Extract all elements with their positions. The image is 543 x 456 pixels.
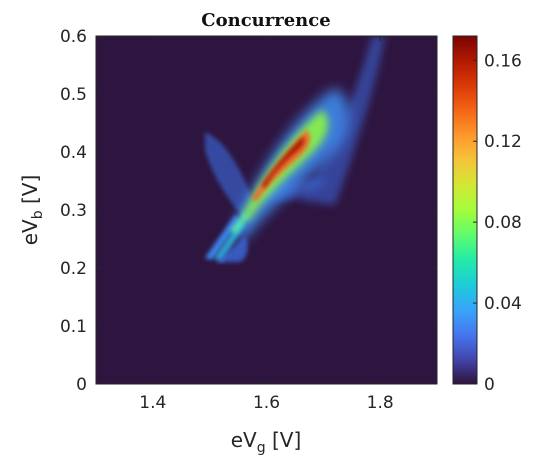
colorbar-tick-label: 0.08 [484, 213, 522, 233]
lower-foot [215, 235, 248, 262]
crossing-point [230, 212, 250, 234]
x-axis-label-unit: [V] [266, 428, 302, 452]
x-tick-label: 1.6 [253, 393, 280, 413]
y-axis-label-base: eV [18, 219, 42, 245]
x-axis-label-sub: g [257, 440, 266, 456]
y-tick-label: 0.5 [60, 85, 87, 105]
y-axis-label-sub: b [30, 210, 46, 219]
y-tick-label: 0.3 [60, 201, 87, 221]
x-axis-label-base: eV [231, 428, 257, 452]
chart-title: Concurrence [201, 10, 330, 31]
colorbar-tick-label: 0.04 [484, 294, 522, 314]
colorbar-ticks: 0 0.04 0.08 0.12 0.16 [473, 51, 522, 395]
colorbar [452, 35, 478, 385]
lower-left-streak [205, 215, 242, 260]
y-tick-label: 0.2 [60, 259, 87, 279]
x-tick-label: 1.4 [139, 393, 166, 413]
x-tick-label: 1.8 [367, 393, 394, 413]
colorbar-tick-label: 0 [484, 375, 495, 395]
y-tick-label: 0.4 [60, 143, 87, 163]
y-tick-label: 0.6 [60, 27, 87, 47]
x-axis-ticks: 1.4 1.6 1.8 [139, 36, 394, 413]
left-wing-region [205, 132, 255, 220]
x-axis-label: eVg [V] [231, 428, 302, 456]
colorbar-tick-label: 0.16 [484, 51, 522, 71]
y-axis-ticks: 0 0.1 0.2 0.3 0.4 0.5 0.6 [60, 27, 437, 395]
heatmap-features [205, 36, 385, 262]
y-tick-label: 0 [76, 375, 87, 395]
main-band-peak [262, 137, 304, 188]
y-axis-label: eVb [V] [18, 175, 46, 246]
y-tick-label: 0.1 [60, 317, 87, 337]
y-axis-label-unit: [V] [18, 175, 42, 211]
colorbar-tick-label: 0.12 [484, 132, 522, 152]
